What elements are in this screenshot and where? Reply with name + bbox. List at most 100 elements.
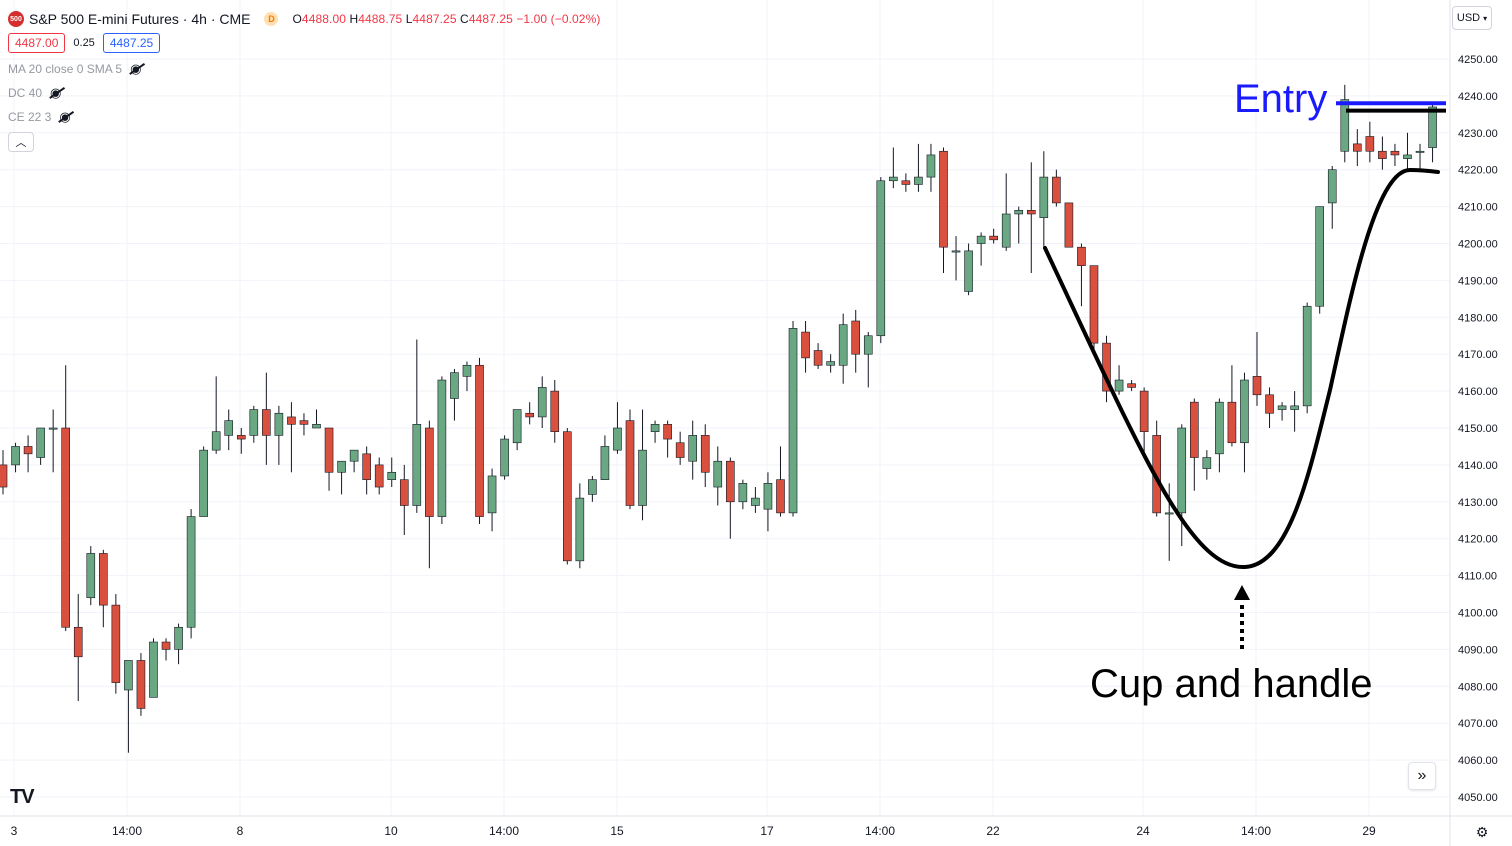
chart-settings-button[interactable]: ⚙ xyxy=(1472,822,1492,842)
candle-body xyxy=(374,464,384,488)
indicator-ma[interactable]: MA 20 close 0 SMA 5 ◉ xyxy=(8,57,600,81)
candle xyxy=(437,376,447,524)
candle-body xyxy=(186,516,196,628)
price-tick-label: 4080.00 xyxy=(1458,681,1498,693)
indicator-dc[interactable]: DC 40 ◉ xyxy=(8,81,600,105)
hidden-eye-icon[interactable]: ◉ xyxy=(50,85,62,100)
candle xyxy=(399,464,409,536)
candle xyxy=(801,320,810,373)
price-axis[interactable]: 4250.00 4240.00 4230.00 4220.00 4210.00 4200.… xyxy=(1458,54,1498,804)
candle-body xyxy=(788,328,798,514)
indicator-dc-label: DC 40 xyxy=(8,86,43,100)
candle-body xyxy=(851,320,861,355)
candle xyxy=(1277,402,1287,421)
collapse-legend-button[interactable]: ︿ xyxy=(8,132,34,152)
candle-body xyxy=(575,497,585,562)
candles xyxy=(0,84,1437,753)
candle-body xyxy=(1164,512,1174,515)
currency-button[interactable]: USD ▾ xyxy=(1452,6,1492,30)
tradingview-logo[interactable]: TV xyxy=(10,786,35,808)
candle-body xyxy=(399,479,409,506)
hidden-eye-icon[interactable]: ◉ xyxy=(130,61,142,76)
scroll-to-realtime-button[interactable]: » xyxy=(1408,762,1436,790)
candle-body xyxy=(36,427,45,458)
candle xyxy=(826,354,835,373)
candle xyxy=(638,409,647,521)
candle-body xyxy=(362,453,371,480)
indicator-ce[interactable]: CE 22 3 ◉ xyxy=(8,105,600,129)
candle xyxy=(1026,162,1036,274)
symbol-badge[interactable]: 500 xyxy=(8,11,24,27)
candle xyxy=(349,449,359,473)
delayed-badge[interactable]: D xyxy=(264,12,279,26)
candle xyxy=(1365,121,1375,163)
double-chevron-right-icon: » xyxy=(1417,767,1427,784)
candle xyxy=(1014,206,1024,244)
candle-body xyxy=(1302,305,1312,407)
candle-body xyxy=(1403,154,1412,159)
candle xyxy=(1390,143,1400,167)
gear-icon: ⚙ xyxy=(1475,823,1489,840)
candle xyxy=(1378,136,1387,170)
candle xyxy=(99,549,108,628)
candle xyxy=(262,372,271,465)
candle xyxy=(926,143,936,192)
high-value: 4488.75 xyxy=(358,12,403,26)
candle xyxy=(1139,387,1149,454)
candle-body xyxy=(876,180,886,337)
price-tick-label: 4180.00 xyxy=(1458,312,1498,324)
candle xyxy=(1327,166,1337,229)
candle xyxy=(1340,84,1350,163)
candle-body xyxy=(1365,136,1375,152)
time-axis[interactable]: 3 14:00 8 10 14:00 15 17 14:00 22 24 14:00 29 xyxy=(11,824,1376,838)
arrow-head xyxy=(1234,585,1250,600)
candle-body xyxy=(236,435,246,440)
candle-body xyxy=(663,424,672,440)
candle-body xyxy=(312,424,321,429)
candle-body xyxy=(387,471,397,480)
time-tick-label: 29 xyxy=(1362,824,1376,838)
candle-body xyxy=(1277,405,1287,410)
candle xyxy=(287,402,296,473)
price-tick-label: 4150.00 xyxy=(1458,423,1498,435)
candle-body xyxy=(638,449,647,506)
candle-body xyxy=(713,460,723,488)
price-tick-label: 4130.00 xyxy=(1458,497,1498,509)
candle-body xyxy=(751,497,760,506)
candle xyxy=(186,509,196,639)
ohlc-values: O4488.00 H4488.75 L4487.25 C4487.25 −1.0… xyxy=(292,12,600,26)
candle xyxy=(73,594,83,702)
price-tick-label: 4240.00 xyxy=(1458,91,1498,103)
candle xyxy=(136,653,146,716)
chevron-down-icon: ▾ xyxy=(1483,13,1488,23)
candle xyxy=(1290,391,1299,432)
symbol-title[interactable]: S&P 500 E-mini Futures · 4h · CME xyxy=(29,11,251,27)
candle xyxy=(512,409,522,451)
candle-body xyxy=(1327,169,1337,204)
candle-body xyxy=(989,235,998,241)
time-tick-label: 8 xyxy=(237,824,244,838)
candle xyxy=(161,638,171,661)
candle xyxy=(1089,265,1099,351)
candle-body xyxy=(776,479,785,514)
candle-body xyxy=(1177,427,1187,514)
candle-body xyxy=(111,604,121,683)
candle-body xyxy=(1265,394,1274,414)
spread-value: 0.25 xyxy=(73,37,95,49)
hidden-eye-icon[interactable]: ◉ xyxy=(59,109,71,124)
price-tick-label: 4140.00 xyxy=(1458,460,1498,472)
candle-body xyxy=(939,150,948,248)
candle-body xyxy=(299,420,309,425)
candle-body xyxy=(813,350,823,366)
candle-body xyxy=(1415,150,1425,153)
candle xyxy=(475,357,484,524)
sell-button[interactable]: 4487.00 xyxy=(8,33,66,53)
candle xyxy=(111,594,121,694)
candle xyxy=(425,420,434,569)
candle xyxy=(838,313,848,384)
price-tick-label: 4200.00 xyxy=(1458,239,1498,251)
price-tick-label: 4210.00 xyxy=(1458,202,1498,214)
time-tick-label: 15 xyxy=(610,824,624,838)
buy-button[interactable]: 4487.25 xyxy=(102,33,161,53)
